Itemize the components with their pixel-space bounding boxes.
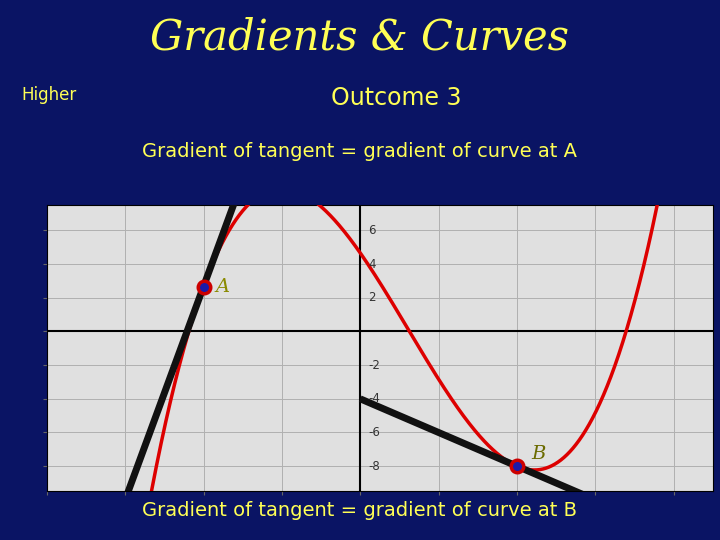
Text: Gradient of tangent = gradient of curve at A: Gradient of tangent = gradient of curve …: [143, 141, 577, 161]
Text: -6: -6: [368, 426, 380, 439]
Text: Outcome 3: Outcome 3: [330, 86, 462, 110]
Text: B: B: [531, 446, 545, 463]
Text: A: A: [215, 278, 230, 295]
Text: -8: -8: [368, 460, 379, 472]
Text: 2: 2: [368, 291, 376, 305]
Text: 4: 4: [368, 258, 376, 271]
Text: -2: -2: [368, 359, 380, 372]
Text: Gradient of tangent = gradient of curve at B: Gradient of tangent = gradient of curve …: [143, 501, 577, 520]
Text: Higher: Higher: [22, 86, 77, 104]
Text: -4: -4: [368, 392, 380, 406]
Text: Gradients & Curves: Gradients & Curves: [150, 16, 570, 58]
Text: 6: 6: [368, 224, 376, 237]
